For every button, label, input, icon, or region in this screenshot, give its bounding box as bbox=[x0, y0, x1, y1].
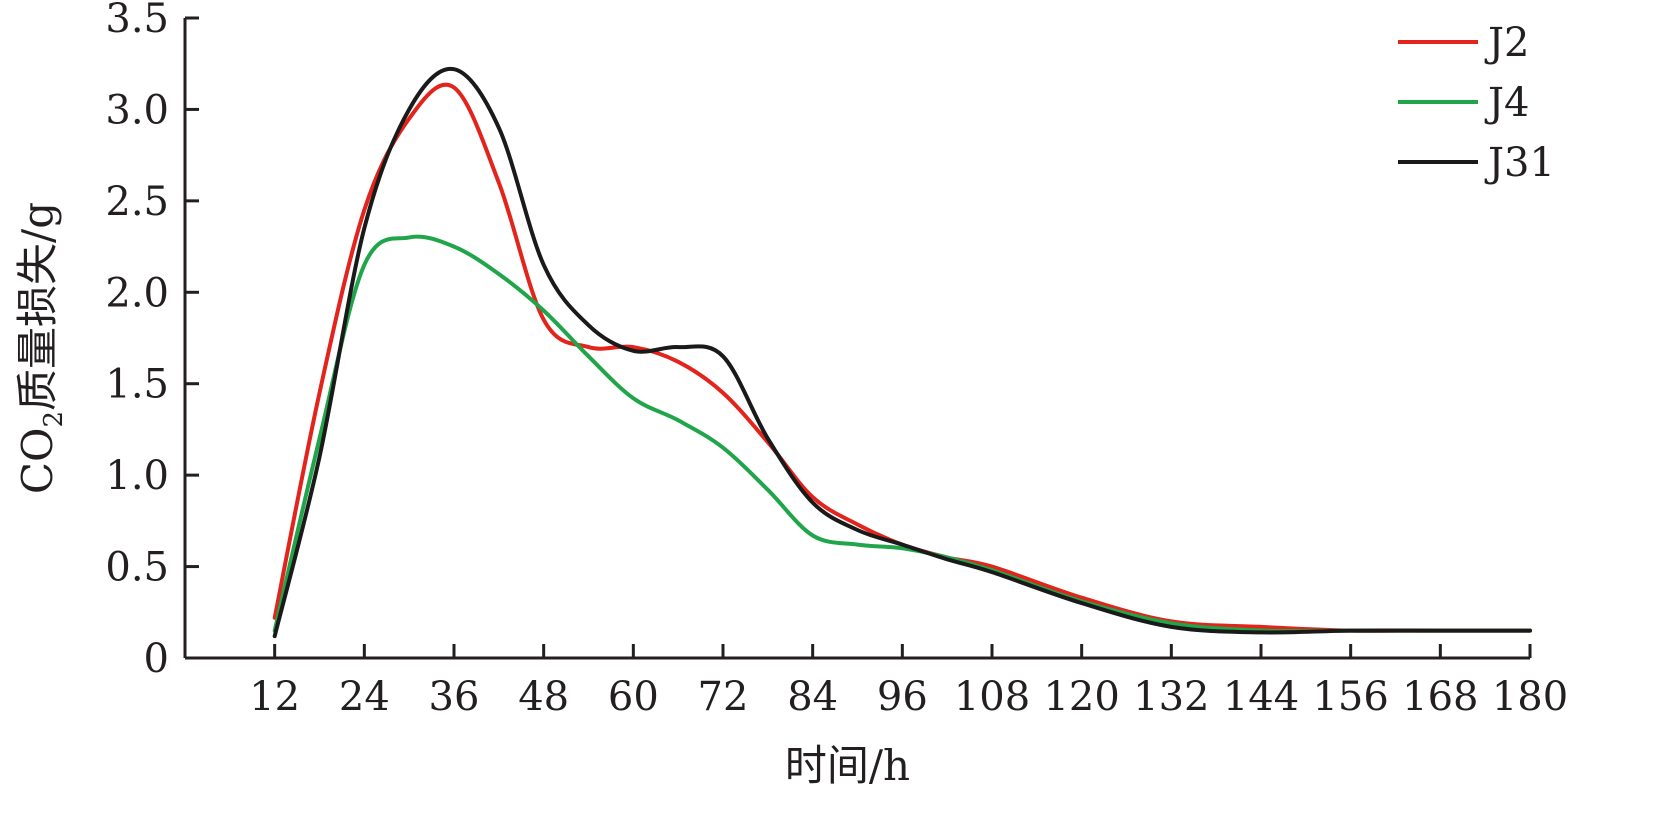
x-tick-label: 144 bbox=[1223, 674, 1299, 720]
x-tick-label: 84 bbox=[787, 674, 838, 720]
x-axis-title: 时间/h bbox=[785, 741, 910, 790]
x-tick-label: 72 bbox=[698, 674, 749, 720]
x-tick-label: 12 bbox=[249, 674, 300, 720]
series-layer bbox=[272, 66, 1532, 639]
y-tick-label: 2.0 bbox=[105, 270, 169, 316]
y-axis-title-prefix: CO bbox=[13, 428, 62, 495]
series-line-j4 bbox=[272, 234, 1532, 634]
x-ticks: 12 24 36 48 60 72 84 96 108 120 132 144 156 168 180 bbox=[249, 644, 1568, 720]
y-ticks: 0 0.5 1.0 1.5 2.0 2.5 3.0 3.5 bbox=[105, 0, 199, 682]
axes bbox=[183, 18, 1530, 660]
legend: J2 J4 J31 bbox=[1398, 20, 1555, 186]
x-tick-label: 96 bbox=[877, 674, 928, 720]
y-axis-title-subscript: 2 bbox=[39, 411, 69, 428]
x-tick-label: 120 bbox=[1043, 674, 1119, 720]
y-axis-title: CO2质量损失/g bbox=[13, 202, 69, 494]
legend-label-j31: J31 bbox=[1484, 140, 1555, 186]
legend-label-j2: J2 bbox=[1484, 20, 1529, 66]
y-tick-label: 3.5 bbox=[105, 0, 169, 42]
x-tick-label: 132 bbox=[1133, 674, 1209, 720]
y-tick-label: 2.5 bbox=[105, 179, 169, 225]
y-axis-title-suffix: 质量损失/g bbox=[13, 202, 62, 411]
x-tick-label: 36 bbox=[429, 674, 480, 720]
legend-label-j4: J4 bbox=[1484, 80, 1529, 126]
x-tick-label: 60 bbox=[608, 674, 659, 720]
y-tick-label: 1.5 bbox=[105, 362, 169, 408]
y-tick-label: 1.0 bbox=[105, 453, 169, 499]
y-tick-label: 3.0 bbox=[105, 87, 169, 133]
y-tick-label: 0.5 bbox=[105, 545, 169, 591]
x-tick-label: 108 bbox=[954, 674, 1030, 720]
series-line-j31 bbox=[272, 66, 1532, 639]
x-tick-label: 156 bbox=[1312, 674, 1388, 720]
x-tick-label: 24 bbox=[339, 674, 390, 720]
y-tick-label: 0 bbox=[144, 636, 169, 682]
x-tick-label: 168 bbox=[1402, 674, 1478, 720]
x-tick-label: 180 bbox=[1492, 674, 1568, 720]
x-tick-label: 48 bbox=[518, 674, 569, 720]
